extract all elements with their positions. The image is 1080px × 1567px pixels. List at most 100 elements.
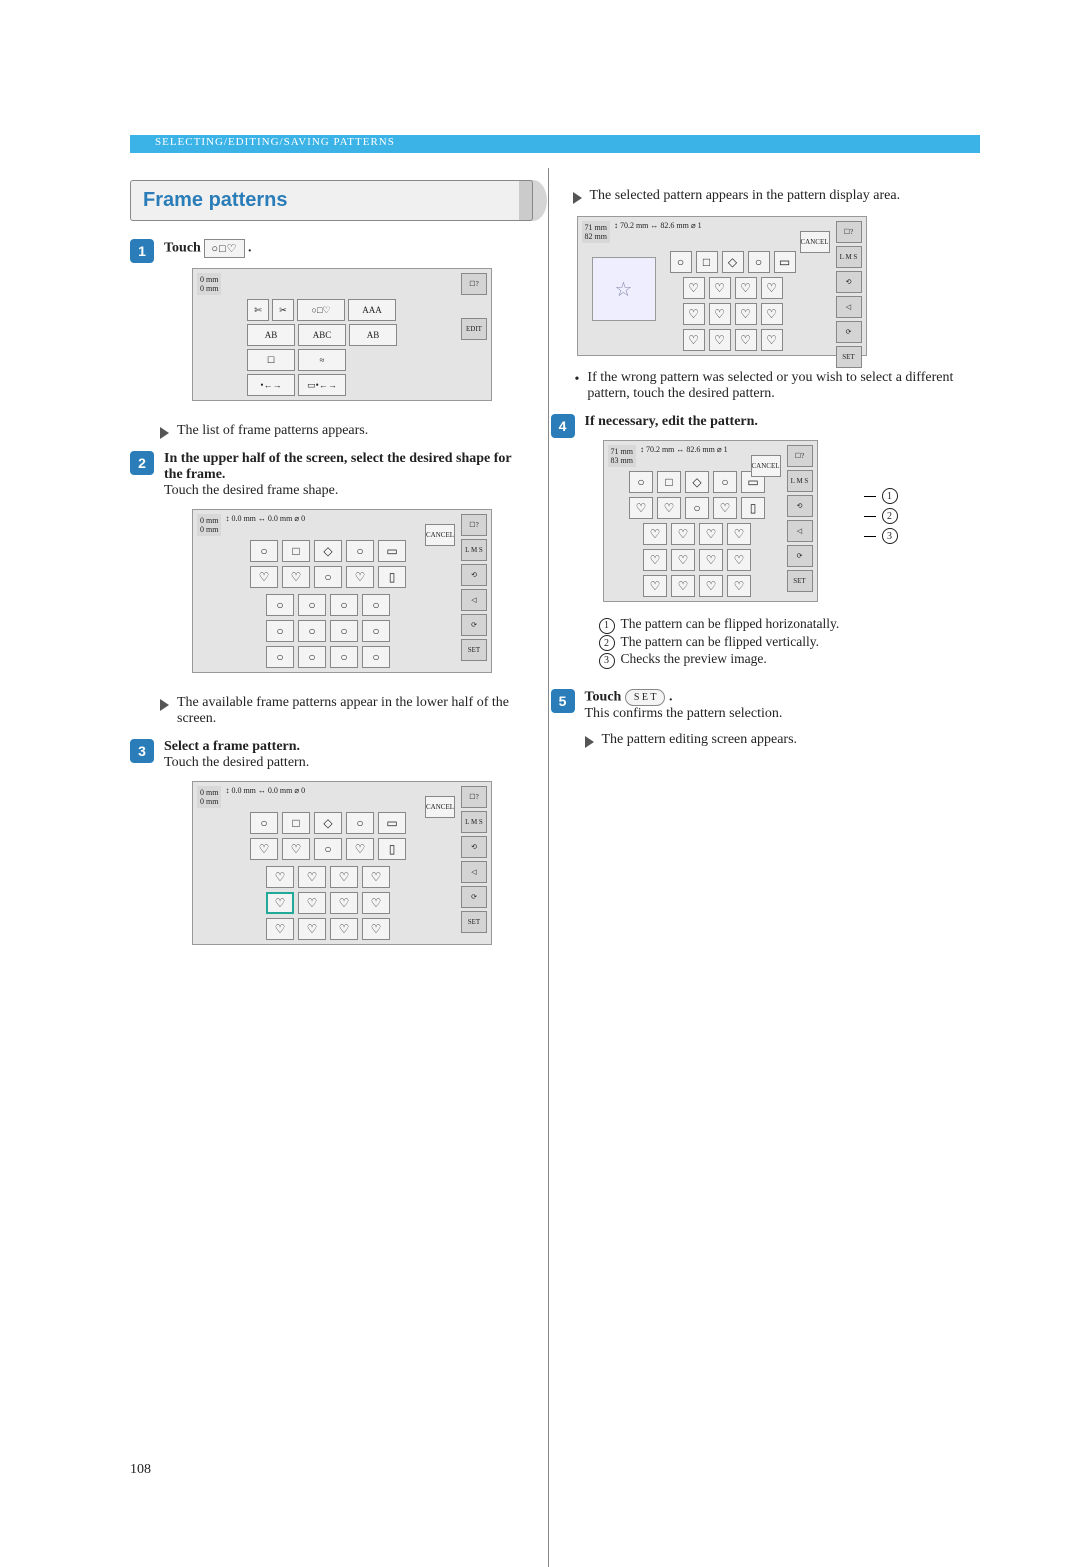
step-2: 2 In the upper half of the screen, selec…	[130, 451, 533, 687]
result-arrow-icon	[585, 736, 594, 748]
pattern-btn: ○	[330, 620, 358, 642]
pattern-btn: ♡	[699, 575, 723, 597]
ss2-dim: 0 mm 0 mm	[197, 514, 221, 536]
section-title: Frame patterns	[130, 180, 533, 221]
ss1-side: ☐?	[461, 273, 487, 295]
step-5: 5 Touch S E T . This confirms the patter…	[551, 689, 966, 760]
shape-btn: □	[282, 812, 310, 834]
ss-side: L M S	[461, 539, 487, 561]
shape-btn: ○	[748, 251, 770, 273]
pattern-btn: ♡	[643, 575, 667, 597]
shape-btn: ◇	[314, 540, 342, 562]
pattern-btn: ○	[362, 646, 390, 668]
ss-set-btn: SET	[461, 911, 487, 933]
step2-bold: In the upper half of the screen, select …	[164, 451, 511, 482]
ss-side: ☐?	[836, 221, 862, 243]
callout-3: 3	[882, 528, 898, 544]
shape-btn: ♡	[346, 566, 374, 588]
flip-v-icon: ◁	[787, 520, 813, 542]
preview-area: ☆	[592, 257, 656, 321]
screenshot-2: 0 mm 0 mm ↕ 0.0 mm ↔ 0.0 mm ⌀ 0 ○ □ ◇ ○ …	[192, 509, 492, 673]
pattern-btn: ♡	[735, 303, 757, 325]
step-4: 4 If necessary, edit the pattern. 71 mm …	[551, 414, 966, 681]
preview-icon: ⟳	[787, 545, 813, 567]
ss1-shapes-btn: ○□♡	[297, 299, 345, 321]
pattern-btn: ♡	[671, 549, 695, 571]
shape-btn: ▭	[378, 540, 406, 562]
callout-num: 2	[599, 635, 615, 651]
ss1-btn: AB	[247, 324, 295, 346]
pattern-btn: ♡	[727, 523, 751, 545]
shape-btn: □	[657, 471, 681, 493]
shape-btn: ○	[685, 497, 709, 519]
pattern-btn: ♡	[761, 329, 783, 351]
ss-set-btn: SET	[461, 639, 487, 661]
step-badge-1: 1	[130, 239, 154, 263]
shape-btn: ○	[629, 471, 653, 493]
shape-btn: □	[696, 251, 718, 273]
step3-bold: Select a frame pattern.	[164, 739, 300, 754]
pattern-btn: ♡	[266, 918, 294, 940]
pattern-btn: ♡	[683, 303, 705, 325]
shape-btn: ▭	[378, 812, 406, 834]
pattern-btn-selected: ♡	[266, 892, 294, 914]
pattern-btn: ○	[266, 646, 294, 668]
pattern-btn: ♡	[671, 523, 695, 545]
ss-side: ⟲	[836, 271, 862, 293]
step-badge-3: 3	[130, 739, 154, 763]
result-arrow-icon	[160, 699, 169, 711]
ss2-info: ↕ 0.0 mm ↔ 0.0 mm ⌀ 0	[225, 514, 459, 536]
pattern-btn: ♡	[709, 329, 731, 351]
section-title-box: Frame patterns	[130, 180, 533, 221]
pattern-btn: ♡	[362, 866, 390, 888]
shape-btn: ○	[346, 812, 374, 834]
step-3: 3 Select a frame pattern. Touch the desi…	[130, 739, 533, 959]
ss-side: ☐?	[461, 514, 487, 536]
callout-1-text: The pattern can be flipped horizonatally…	[621, 616, 840, 631]
ss1-btn: AAA	[348, 299, 396, 321]
set-button-inline: S E T	[625, 689, 666, 706]
callout-num: 1	[599, 618, 615, 634]
shape-btn: ○	[250, 812, 278, 834]
shape-btn: ▯	[741, 497, 765, 519]
pattern-btn: ♡	[362, 918, 390, 940]
cancel-btn: CANCEL	[800, 231, 830, 253]
shape-btn: ♡	[250, 838, 278, 860]
screenshot-1: 0 mm 0 mm ✄ ✂ ○□♡ AAA AB ABC	[192, 268, 492, 401]
shape-btn: ▯	[378, 838, 406, 860]
pattern-btn: ○	[266, 594, 294, 616]
shape-btn: ▭	[774, 251, 796, 273]
pattern-btn: ○	[362, 620, 390, 642]
result-arrow-icon	[573, 192, 582, 204]
ss-side: ☐?	[787, 445, 813, 467]
ss-side: ⟳	[461, 886, 487, 908]
ss1-btn: ▭•←→	[298, 374, 346, 396]
ss-side: L M S	[787, 470, 813, 492]
ss-side: ⟳	[461, 614, 487, 636]
pattern-btn: ○	[362, 594, 390, 616]
ss-side: ⟲	[461, 836, 487, 858]
pattern-btn: ♡	[699, 549, 723, 571]
pattern-btn: ♡	[330, 866, 358, 888]
step-badge-2: 2	[130, 451, 154, 475]
ss4-dim: 71 mm 82 mm	[582, 221, 610, 243]
cancel-btn: CANCEL	[425, 796, 455, 818]
page-number: 108	[130, 1462, 151, 1478]
pattern-btn: ♡	[709, 303, 731, 325]
pattern-btn: ♡	[735, 277, 757, 299]
ss1-dim: 0 mm 0 mm	[197, 273, 221, 295]
step-badge-5: 5	[551, 689, 575, 713]
ss3-info: ↕ 0.0 mm ↔ 0.0 mm ⌀ 0	[225, 786, 459, 808]
step2-plain: Touch the desired frame shape.	[164, 483, 338, 498]
pattern-btn: ♡	[298, 866, 326, 888]
shape-btn: ○	[314, 566, 342, 588]
ss-side: ⟲	[461, 564, 487, 586]
pattern-btn: ♡	[362, 892, 390, 914]
pattern-btn: ○	[298, 646, 326, 668]
pattern-btn: ♡	[727, 549, 751, 571]
step3-plain: Touch the desired pattern.	[164, 755, 309, 770]
pattern-btn: ♡	[298, 918, 326, 940]
shape-btn: ▯	[378, 566, 406, 588]
bullet-dot: •	[575, 372, 580, 402]
ss-set-btn: SET	[836, 346, 862, 368]
